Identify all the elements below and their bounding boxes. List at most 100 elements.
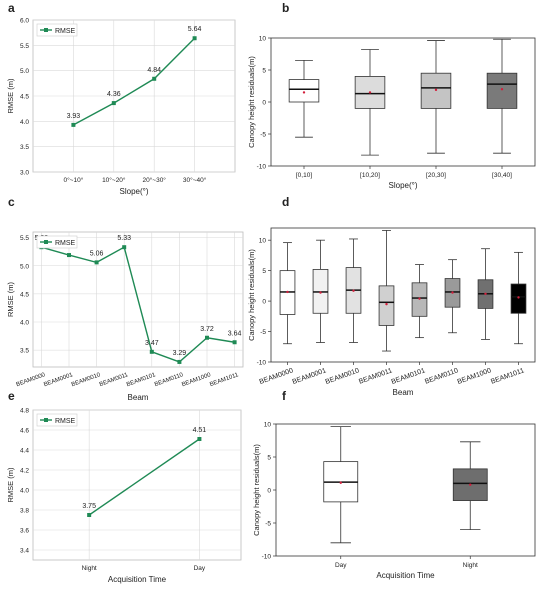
x-tick-label: Day [335,562,347,569]
y-tick-label: 3.0 [20,170,29,177]
y-tick-label: 3.5 [20,144,29,151]
x-tick-label: BEAM0011 [99,372,130,388]
y-axis-title: RMSE (m) [6,78,15,113]
series-line-rmse [88,438,200,516]
x-tick-label: [30,40] [492,172,512,179]
y-tick-label: 10 [264,422,272,429]
legend-marker [44,240,48,244]
y-axis-title: Canopy height residuals(m) [252,444,261,536]
y-tick-label: 5 [262,68,266,75]
x-tick-label: BEAM0001 [43,372,74,388]
y-tick-label: 0 [262,100,266,107]
y-tick-label: 3.8 [20,508,29,515]
y-tick-label: 10 [259,238,267,245]
legend-label: RMSE [55,418,76,425]
box-mean-marker [302,91,306,94]
data-point [67,253,71,258]
y-tick-label: 4.0 [20,488,29,495]
y-tick-label: 6.0 [20,18,29,25]
box-mean-marker [517,296,520,299]
box-mean-marker [484,292,487,295]
box-iqr [510,283,527,314]
y-axis-title: Canopy height residuals(m) [247,56,256,148]
box-mean-marker [352,289,355,292]
y-tick-label: 3.5 [20,348,29,355]
legend-box [36,413,78,427]
panel-f: f -10 -5 0 5 10 Day Night Acquisition Time Canopy… [252,389,536,580]
y-tick-label: 5 [267,455,271,462]
data-point [192,36,197,41]
x-tick-label: BEAM0101 [126,372,157,388]
x-tick-label: Night [463,562,478,569]
box-mean-marker [451,291,454,294]
y-tick-label: 4.8 [20,408,29,415]
box-iqr [354,76,386,109]
x-tick-label: 10°~20° [102,176,126,184]
data-label: 4.36 [107,91,121,98]
panel-label: c [8,195,15,209]
box-iqr [486,72,518,109]
plot-frame [32,409,242,561]
box-mean-marker [286,290,289,294]
x-tick-label: BEAM0011 [358,367,393,386]
x-axis-title: Beam [128,393,149,402]
data-label: 5.33 [117,235,131,242]
y-tick-label: -10 [257,164,267,171]
y-tick-label: -5 [260,329,266,336]
box-mean-marker [469,483,472,486]
y-tick-label: 4.0 [20,119,29,126]
data-point [177,359,182,364]
x-tick-label: BEAM1000 [457,367,493,386]
y-tick-label: 0 [262,299,266,306]
data-point [87,513,92,517]
y-tick-label: 4.5 [20,94,29,101]
box-mean-marker [418,297,421,300]
plot-frame [270,227,536,363]
x-tick-label: BEAM0001 [292,367,328,386]
box-mean-marker [368,91,372,94]
data-point [94,260,99,265]
x-tick-label: BEAM0010 [71,372,102,388]
legend-marker [44,28,48,32]
plot-frame [275,423,536,557]
box-mean-marker [500,88,504,91]
panel-label: a [8,1,15,15]
data-label: 3.47 [145,340,159,347]
data-label: 5.64 [188,26,202,33]
x-tick-label: BEAM0101 [391,367,427,386]
legend-box [36,235,78,249]
y-tick-label: 5.5 [20,43,29,50]
legend-label: RMSE [55,240,76,247]
x-tick-label: 0°~10° [63,176,83,184]
x-tick-label: BEAM0010 [325,367,361,386]
y-tick-label: 4.5 [20,291,29,298]
x-tick-label: BEAM0110 [424,367,459,386]
data-label: 3.93 [67,113,81,120]
legend-box [36,23,78,37]
x-tick-label: BEAM0110 [154,372,185,388]
panel-a: a 3.0 3.5 4.0 4.5 5.0 5.5 6.0 0°~10° 10°~20° 20°~3… [6,1,236,196]
y-tick-label: 4.2 [20,468,29,475]
panel-e: e 3.4 3.6 3.8 4.0 4.2 4.4 4.6 4.8 Night Day 3.75 4.5… [6,389,242,584]
y-tick-label: -5 [265,521,271,528]
data-label: 4.51 [193,427,207,434]
y-tick-label: 5.0 [20,68,29,75]
x-tick-label: BEAM1011 [209,372,240,388]
x-axis-title: Beam [393,388,414,397]
panel-label: d [282,195,289,209]
y-tick-label: 4.6 [20,428,29,435]
y-axis-title: RMSE (m) [6,467,15,502]
box-mean-marker [319,291,322,294]
x-axis-title: Acquisition Time [108,575,167,584]
y-tick-label: 4.0 [20,320,29,327]
data-label: 3.29 [173,350,187,357]
y-tick-label: 10 [259,36,267,43]
y-tick-label: 0 [267,488,271,495]
y-tick-label: -10 [262,554,272,561]
panel-label: e [8,389,15,403]
data-point [111,101,116,106]
plot-frame [32,231,244,368]
series-line-rmse [41,246,235,363]
panel-c: c 3.5 4.0 4.5 5.0 5.5 BEAM0000BEAM0001BEAM0010… [6,195,244,402]
